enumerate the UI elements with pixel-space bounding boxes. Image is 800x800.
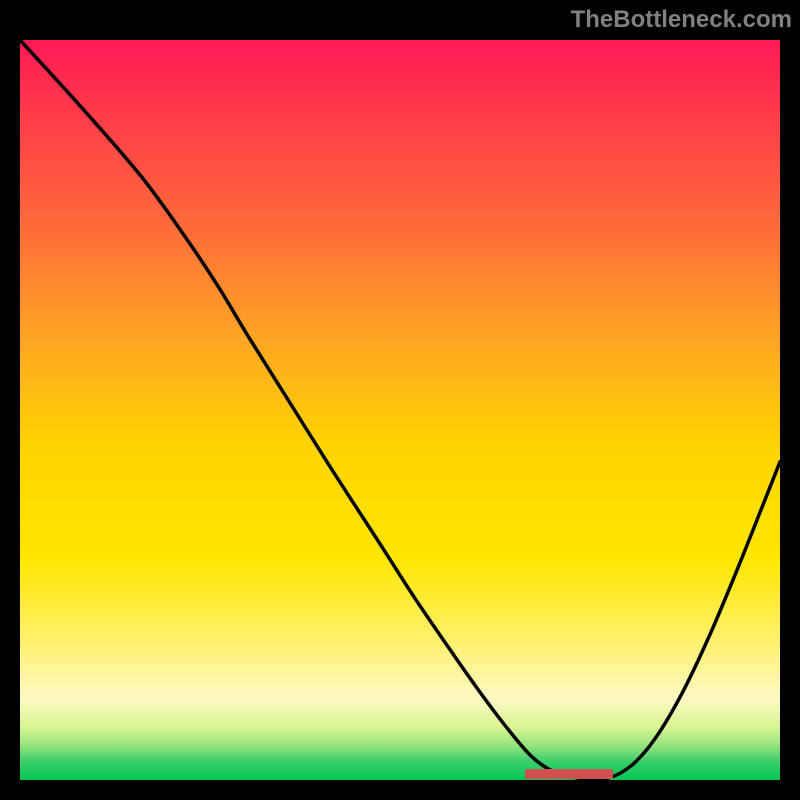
gradient-background [20, 40, 780, 780]
optimum-marker [525, 769, 612, 779]
plot-area [20, 40, 780, 780]
canvas: TheBottleneck.com [0, 0, 800, 800]
watermark-text: TheBottleneck.com [571, 6, 792, 34]
plot-svg [20, 40, 780, 780]
